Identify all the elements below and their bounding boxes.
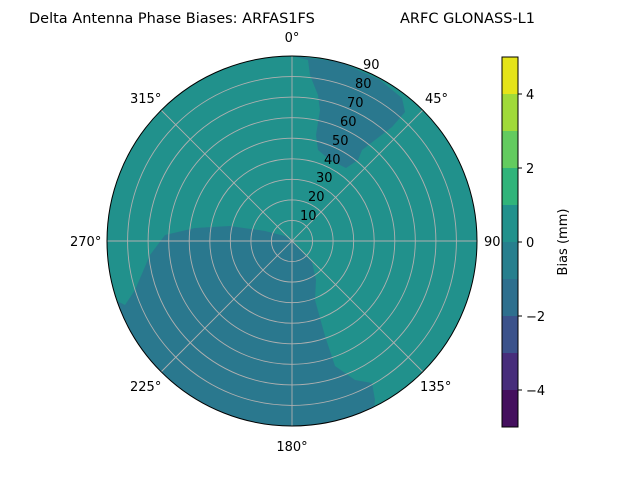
svg-text:2: 2	[526, 162, 534, 177]
svg-text:180°: 180°	[276, 440, 307, 455]
svg-text:10: 10	[300, 209, 317, 224]
svg-text:270°: 270°	[70, 235, 101, 250]
svg-text:50: 50	[332, 134, 349, 149]
svg-text:0°: 0°	[285, 31, 300, 46]
angle-labels: 0° 45° 90° 135° 180° 225° 270° 315°	[70, 31, 507, 455]
chart-title-right: ARFC GLONASS-L1	[400, 11, 535, 27]
svg-text:80: 80	[355, 77, 372, 92]
chart-title-left: Delta Antenna Phase Biases: ARFAS1FS	[29, 11, 315, 27]
polar-grid	[107, 56, 477, 426]
colorbar: 4 2 0 −2 −4 Bias (mm)	[501, 56, 571, 428]
colorbar-label: Bias (mm)	[556, 209, 571, 276]
svg-text:315°: 315°	[130, 92, 161, 107]
svg-text:30: 30	[316, 171, 333, 186]
polar-frame	[106, 55, 478, 427]
svg-text:60: 60	[340, 115, 357, 130]
svg-text:225°: 225°	[130, 380, 161, 395]
svg-text:90°: 90°	[484, 235, 507, 250]
svg-text:90: 90	[363, 58, 380, 73]
radial-labels: 10 20 30 40 50 60 70 80 90	[300, 58, 380, 224]
svg-text:0: 0	[526, 236, 534, 251]
svg-text:4: 4	[526, 88, 534, 103]
svg-text:70: 70	[347, 96, 364, 111]
svg-text:45°: 45°	[425, 92, 448, 107]
svg-text:−4: −4	[526, 384, 545, 399]
svg-text:20: 20	[308, 190, 325, 205]
svg-text:40: 40	[324, 153, 341, 168]
svg-text:135°: 135°	[420, 380, 451, 395]
svg-text:−2: −2	[526, 310, 545, 325]
